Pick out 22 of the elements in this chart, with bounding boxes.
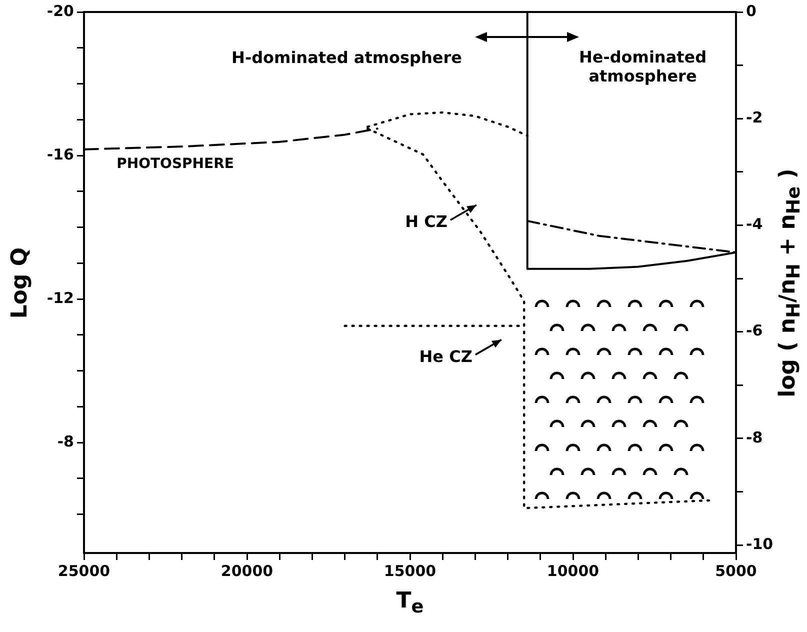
y-axis-title: Log Q: [8, 246, 32, 318]
annotation: He-dominated atmosphere: [578, 47, 707, 86]
y2-tick-label: -10: [746, 534, 774, 553]
x-tick-label: 5000: [715, 562, 757, 580]
y2-tick-label: -4: [746, 215, 763, 234]
y2-tick-label: -2: [746, 108, 763, 126]
x-axis-title: T$_{e}$: [396, 588, 424, 618]
annotation: H CZ: [405, 212, 448, 232]
x-tick-label: 20000: [220, 562, 274, 580]
y2-tick-label: -6: [746, 322, 763, 340]
annotation: PHOTOSPHERE: [116, 156, 234, 172]
y-tick-label: -12: [46, 288, 74, 307]
y-tick-label: -16: [46, 145, 74, 164]
y-tick-label: -20: [46, 2, 74, 20]
y-tick-label: -8: [57, 432, 74, 450]
x-tick-label: 15000: [384, 562, 436, 580]
y2-tick-label: 0: [746, 2, 756, 20]
y2-tick-label: -8: [746, 428, 763, 446]
x-tick-label: 25000: [58, 562, 110, 580]
annotation: He CZ: [419, 346, 472, 366]
annotation: H-dominated atmosphere: [232, 48, 462, 68]
x-tick-label: 10000: [546, 562, 600, 580]
